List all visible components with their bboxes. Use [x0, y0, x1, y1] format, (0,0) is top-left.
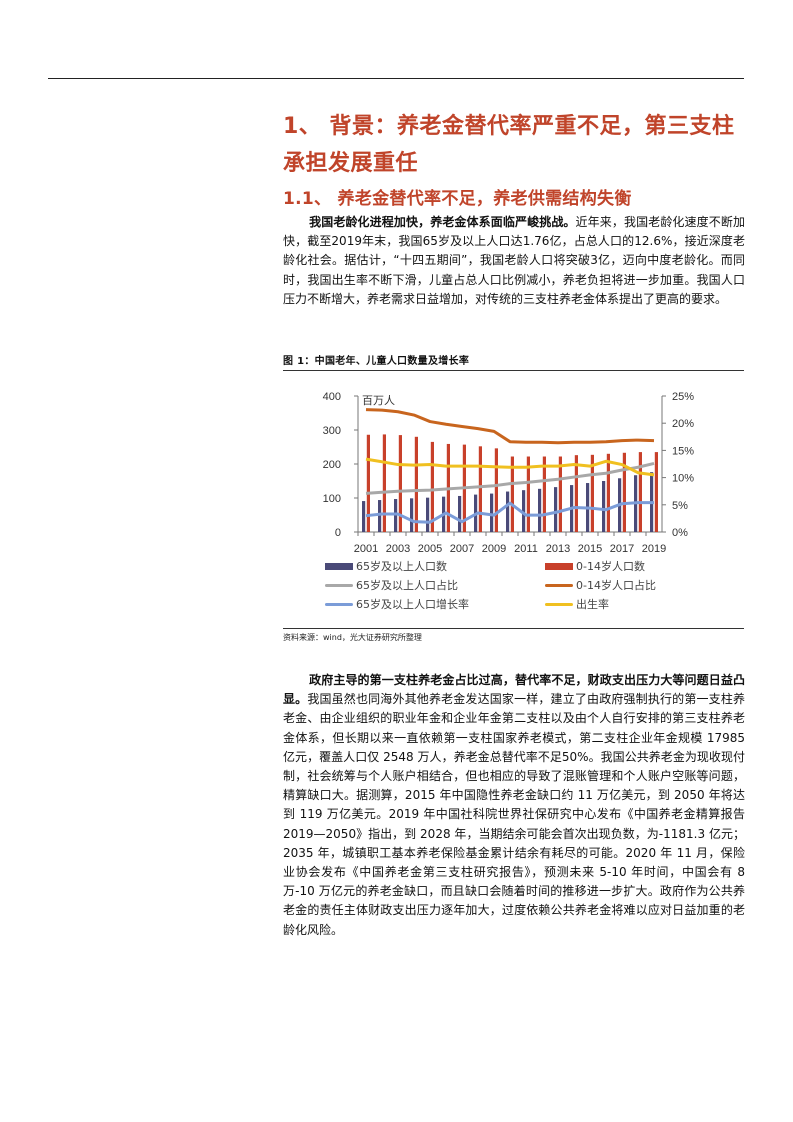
bar-elderly: [506, 491, 510, 532]
legend-label: 65岁及以上人口增长率: [356, 598, 469, 611]
legend-item: 出生率: [545, 596, 609, 612]
right-axis-tick-label: 5%: [672, 500, 688, 512]
x-axis-tick-label: 2005: [418, 543, 442, 555]
bar-elderly: [490, 493, 494, 532]
legend-item: 65岁及以上人口占比: [325, 577, 458, 593]
bar-children: [414, 436, 418, 532]
bar-children: [366, 434, 370, 532]
paragraph-lead: 我国老龄化进程加快，养老金体系面临严峻挑战。: [309, 215, 576, 229]
right-axis-tick-label: 25%: [672, 391, 694, 403]
bar-children: [622, 452, 626, 532]
legend-label: 0-14岁人口数: [576, 560, 645, 573]
left-axis-unit-label: 百万人: [362, 394, 395, 407]
bar-children: [382, 434, 386, 532]
legend-label: 65岁及以上人口数: [356, 560, 447, 573]
bar-children: [398, 435, 402, 532]
bar-elderly: [458, 495, 462, 532]
bar-elderly: [362, 501, 366, 532]
legend-swatch-line: [545, 583, 573, 587]
line-children-share: [365, 408, 655, 445]
population-chart: 0 100 200 300 400 0% 5% 10% 15% 20% 25% 百万人 2001 2003…: [323, 391, 695, 555]
subsection-heading: 1.1、 养老金替代率不足，养老供需结构失衡: [283, 189, 632, 209]
figure-source: 资料来源：wind，光大证券研究所整理: [283, 633, 422, 642]
left-axis-tick-label: 400: [323, 391, 341, 403]
left-axis-tick-label: 200: [323, 459, 341, 471]
bar-children: [542, 456, 546, 532]
right-axis-tick-label: 10%: [672, 473, 694, 485]
legend-label: 0-14岁人口占比: [576, 579, 656, 592]
legend-label: 出生率: [576, 598, 609, 611]
bar-elderly: [378, 500, 382, 532]
figure-bottom-rule: [283, 628, 744, 629]
bar-children: [590, 454, 594, 532]
bar-elderly: [602, 481, 606, 532]
line-elderly-share: [365, 461, 655, 495]
bar-children: [558, 456, 562, 532]
right-axis-tick-label: 15%: [672, 445, 694, 457]
bar-children: [478, 446, 482, 532]
legend-label: 65岁及以上人口占比: [356, 579, 458, 592]
x-axis-tick-label: 2011: [514, 543, 538, 555]
figure-title: 图 1：中国老年、儿童人口数量及增长率: [283, 356, 470, 367]
x-axis-tick-label: 2017: [610, 543, 634, 555]
legend-swatch-bar: [325, 562, 353, 570]
left-axis-tick-label: 300: [323, 425, 341, 437]
bar-children: [526, 456, 530, 532]
bar-elderly: [410, 498, 414, 532]
line-elderly-growth: [365, 501, 654, 524]
legend-item: 0-14岁人口数: [545, 558, 645, 574]
bar-children: [430, 441, 434, 532]
legend-swatch-bar: [545, 562, 573, 570]
bar-children: [606, 453, 610, 532]
legend-item: 0-14岁人口占比: [545, 577, 656, 593]
x-axis-tick-label: 2007: [450, 543, 474, 555]
bar-elderly: [522, 490, 526, 532]
paragraph-pension: 政府主导的第一支柱养老金占比过高，替代率不足，财政支出压力大等问题日益凸显。我国…: [283, 671, 745, 940]
legend-swatch-line: [545, 602, 573, 606]
x-axis-tick-label: 2015: [578, 543, 602, 555]
bar-children: [494, 448, 498, 532]
paragraph-lead: 政府主导的第一支柱养老金占比过高，替代率不足，财政支出压力大等问题日益凸显。: [283, 673, 745, 707]
bar-elderly: [426, 497, 430, 532]
legend-swatch-line: [325, 583, 353, 587]
right-axis-tick-label: 20%: [672, 418, 694, 430]
left-axis-tick-label: 0: [335, 527, 341, 539]
paragraph-aging: 我国老龄化进程加快，养老金体系面临严峻挑战。近年来，我国老龄化速度不断加快，截至…: [283, 213, 745, 309]
paragraph-body: 近年来，我国老龄化速度不断加快，截至2019年末，我国65岁及以上人口达1.76…: [283, 215, 745, 306]
bar-children: [574, 455, 578, 532]
legend-item: 65岁及以上人口增长率: [325, 596, 469, 612]
bar-elderly: [554, 487, 558, 532]
section-heading: 1、 背景：养老金替代率严重不足，第三支柱承担发展重任: [283, 114, 735, 176]
x-axis-tick-label: 2001: [354, 543, 378, 555]
legend-swatch-line: [325, 602, 353, 606]
paragraph-body: 我国虽然也同海外其他养老金发达国家一样，建立了由政府强制执行的第一支柱养老金、由…: [283, 692, 745, 937]
right-axis-tick-label: 0%: [672, 527, 688, 539]
line-birth-rate: [365, 457, 655, 477]
x-axis-tick-label: 2009: [482, 543, 506, 555]
x-axis-tick-label: 2003: [386, 543, 410, 555]
x-axis-tick-label: 2019: [642, 543, 666, 555]
bar-children: [510, 456, 514, 532]
bar-elderly: [538, 488, 542, 532]
legend-item: 65岁及以上人口数: [325, 558, 447, 574]
x-axis-tick-label: 2013: [546, 543, 570, 555]
figure-top-rule: [283, 370, 744, 371]
header-rule: [48, 78, 744, 79]
bar-children: [638, 452, 642, 532]
left-axis-tick-label: 100: [323, 493, 341, 505]
bar-children: [654, 452, 658, 532]
